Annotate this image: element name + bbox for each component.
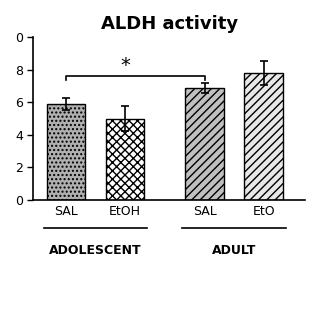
Bar	[244, 73, 283, 200]
Text: *: *	[120, 56, 130, 75]
Bar	[186, 88, 224, 200]
Text: ADULT: ADULT	[212, 244, 256, 257]
Bar	[106, 119, 144, 200]
Text: ADOLESCENT: ADOLESCENT	[49, 244, 142, 257]
Bar	[47, 104, 85, 200]
Title: ALDH activity: ALDH activity	[101, 15, 238, 33]
